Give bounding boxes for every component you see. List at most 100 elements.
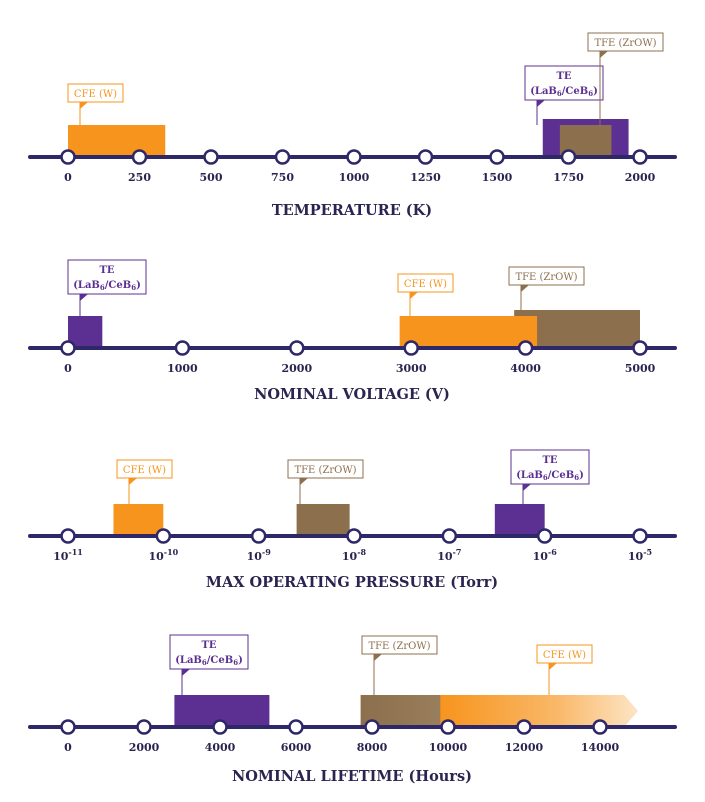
tick-marker [346,528,362,544]
bar-cfe-w [68,125,166,157]
bar-te-lab6-ceb6 [494,504,545,536]
tick-marker [517,340,534,356]
tick-label: 1750 [553,171,584,184]
callout-cfe-w: CFE (W) [67,83,124,125]
tick-marker [403,340,419,356]
tick-marker [136,719,152,735]
tick-marker [632,528,648,544]
tick-label: 2000 [129,741,160,754]
tick-label: 500 [200,171,223,184]
tick-marker [60,528,76,544]
tick-label: 8000 [357,741,388,754]
tick-marker [417,149,434,165]
bar-tfe-zrow [296,504,350,536]
tick-marker [516,719,532,735]
tick-label: 4000 [205,741,236,754]
tick-label: 14000 [581,741,620,754]
tick-marker [60,719,76,735]
tick-label: 10-10 [148,547,178,563]
callout-tfe-zrow: TFE (ZrOW) [361,635,438,695]
svg-text:CFE (W): CFE (W) [123,465,166,476]
tick-marker [632,340,648,356]
svg-text:CFE (W): CFE (W) [404,279,447,290]
panel-nominal-lifetime-hours: 0 2000 4000 6000 8000 10000 12000 14000 NOMINAL … [28,634,677,785]
callout-cfe-w: CFE (W) [397,273,454,316]
tick-marker [155,528,172,544]
tick-marker [274,149,291,165]
svg-text:TE: TE [556,71,571,82]
tick-marker [632,149,648,165]
tick-label: 1000 [167,362,198,375]
tick-label: 10-11 [53,547,83,563]
tick-marker [560,149,577,165]
tick-label: 6000 [281,741,312,754]
tick-label: 1000 [339,171,370,184]
callout-te-lab6-ceb6: TE (LaB6/CeB6) [524,65,604,125]
axis-title: TEMPERATURE (K) [272,202,432,219]
tick-label: 4000 [510,362,541,375]
tick-marker [288,719,304,735]
bar-cfe-overlay [440,695,635,727]
axis-title: NOMINAL LIFETIME (Hours) [232,768,472,785]
panel-nominal-voltage-v: 0 1000 2000 3000 4000 5000 NOMINAL VOLTAGE (V)… [28,259,677,403]
tick-marker [440,719,456,735]
tick-marker [174,340,191,356]
callout-cfe-w: CFE (W) [536,644,593,695]
tick-label: 10000 [429,741,468,754]
tick-label: 250 [128,171,151,184]
tick-label: 10-5 [628,547,652,563]
callout-te-lab6-ceb6: TE (LaB6/CeB6) [169,634,249,695]
tick-label: 3000 [396,362,427,375]
tick-label: 10-9 [247,547,272,563]
tick-label: 10-6 [533,547,558,563]
callout-tfe-zrow: TFE (ZrOW) [287,459,364,504]
tick-label: 12000 [505,741,544,754]
tick-label: 1500 [482,171,513,184]
callout-tfe-zrow: TFE (ZrOW) [508,266,585,316]
tick-label: 0 [64,171,72,184]
svg-text:CFE (W): CFE (W) [74,89,117,100]
svg-text:(LaB6/CeB6): (LaB6/CeB6) [516,470,584,482]
svg-text:(LaB6/CeB6): (LaB6/CeB6) [175,655,243,667]
bar-te-lab6-ceb6 [68,316,103,348]
tick-marker [250,528,267,544]
tick-label: 1250 [410,171,441,184]
svg-text:(LaB6/CeB6): (LaB6/CeB6) [530,86,598,98]
tick-marker [60,149,76,165]
tick-marker [212,719,228,735]
panel-max-operating-pressure-torr: 10-11 10-10 10-9 10-8 10-7 10-6 10-5 MAX OPERAT… [28,449,677,591]
svg-text:TFE (ZrOW): TFE (ZrOW) [294,465,356,476]
tick-marker [203,149,219,165]
axis-title: MAX OPERATING PRESSURE (Torr) [206,574,498,591]
tick-marker [131,149,148,165]
callout-te-lab6-ceb6: TE (LaB6/CeB6) [67,259,147,316]
svg-text:TE: TE [201,640,216,651]
svg-text:(LaB6/CeB6): (LaB6/CeB6) [73,280,141,292]
svg-text:TE: TE [99,265,114,276]
callout-cfe-w: CFE (W) [116,459,173,504]
tick-label: 10-8 [342,547,367,563]
tick-label: 750 [271,171,294,184]
panel-temperature-k: 0 250 500 750 1000 1250 1500 1750 2000 TEMPERATUR… [28,32,677,219]
callout-tfe-zrow: TFE (ZrOW) [587,32,664,125]
svg-text:TE: TE [542,455,557,466]
tick-marker [536,528,553,544]
tick-label: 0 [64,741,72,754]
callout-te-lab6-ceb6: TE (LaB6/CeB6) [510,449,590,504]
tick-label: 2000 [281,362,312,375]
axis-title: NOMINAL VOLTAGE (V) [254,386,450,403]
tick-marker [289,340,305,356]
svg-text:TFE (ZrOW): TFE (ZrOW) [515,272,577,283]
tick-label: 2000 [625,171,656,184]
tick-label: 10-7 [437,547,461,563]
tick-label: 5000 [625,362,656,375]
tick-marker [346,149,362,165]
svg-text:CFE (W): CFE (W) [543,650,586,661]
svg-text:TFE (ZrOW): TFE (ZrOW) [594,38,656,49]
svg-text:TFE (ZrOW): TFE (ZrOW) [368,641,430,652]
tick-marker [441,528,458,544]
tick-marker [592,719,608,735]
tick-marker [364,719,380,735]
tick-marker [60,340,76,356]
